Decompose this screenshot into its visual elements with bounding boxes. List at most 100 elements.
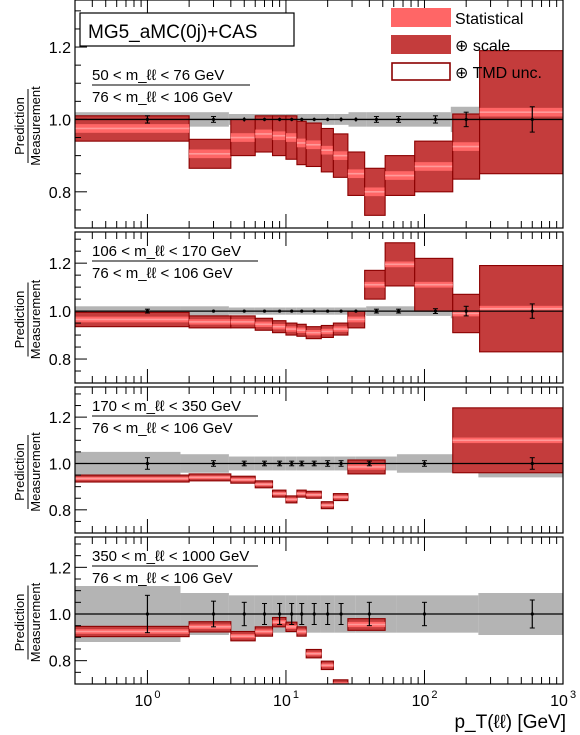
panels: 0.8 1.0 1.2 50 < m_ℓℓ < 76 GeV 76 < m_ℓℓ < 1… xyxy=(12,0,576,710)
plot-area xyxy=(75,242,563,353)
panel-label-denominator: 76 < m_ℓℓ < 106 GeV xyxy=(92,420,233,437)
measurement-point xyxy=(300,117,304,122)
measurement-point xyxy=(354,117,358,122)
plot-area xyxy=(75,586,563,684)
y-tick-label: 0.8 xyxy=(49,352,71,369)
panel-label-numerator: 106 < m_ℓℓ < 170 GeV xyxy=(92,243,241,260)
panel-label-denominator: 76 < m_ℓℓ < 106 GeV xyxy=(92,89,233,106)
statistical-band xyxy=(333,682,348,684)
x-tick-label: 10 xyxy=(135,693,153,710)
measurement-point xyxy=(339,612,343,616)
plot-area xyxy=(75,407,563,510)
y-tick-label: 0.8 xyxy=(49,654,71,671)
x-tick-label-exponent: 0 xyxy=(154,689,160,701)
measurement-point xyxy=(312,309,316,313)
measurement-point xyxy=(530,461,534,466)
measurement-point xyxy=(300,309,304,313)
measurement-point xyxy=(464,309,468,313)
panel-frame xyxy=(74,536,564,685)
x-tick-label-exponent: 3 xyxy=(570,689,576,701)
measurement-point xyxy=(242,309,246,313)
measurement-point xyxy=(242,612,246,616)
y-tick-label: 1.2 xyxy=(49,410,71,427)
y-tick-label: 1.2 xyxy=(49,560,71,577)
measurement-point xyxy=(367,461,371,466)
measurement-point xyxy=(290,117,294,122)
measurement-point xyxy=(145,117,150,122)
measurement-point xyxy=(530,117,534,122)
y-axis-label-top: Prediction xyxy=(12,291,27,349)
measurement-point xyxy=(312,117,316,122)
legend-scale-swatch xyxy=(391,35,451,54)
y-tick-label: 1.0 xyxy=(49,456,71,473)
measurement-point xyxy=(278,309,282,313)
measurement-point xyxy=(211,612,216,616)
measurement-point xyxy=(433,309,438,313)
measurement-point xyxy=(326,461,330,466)
y-axis-label-bottom: Measurement xyxy=(28,279,43,359)
measurement-point xyxy=(326,612,330,616)
panel-frame xyxy=(74,231,564,384)
y-axis-label-bottom: Measurement xyxy=(28,582,43,662)
measurement-point xyxy=(290,461,294,466)
measurement-point xyxy=(262,309,267,313)
x-tick-label: 10 xyxy=(550,693,568,710)
measurement-point xyxy=(422,612,427,616)
measurement-point xyxy=(262,461,267,466)
measurement-point xyxy=(374,117,379,122)
panel-1: 0.8 1.0 1.2 50 < m_ℓℓ < 76 GeV 76 < m_ℓℓ < 1… xyxy=(12,0,564,229)
measurement-point xyxy=(145,461,150,466)
panel-4: 0.8 1.0 1.2 350 < m_ℓℓ < 1000 GeV 76 < m_ℓℓ … xyxy=(12,536,576,710)
panel-frame xyxy=(74,0,564,229)
y-tick-label: 1.0 xyxy=(49,304,71,321)
measurement-point xyxy=(262,612,267,616)
y-tick-label: 1.2 xyxy=(49,40,71,57)
y-axis-label: Prediction Measurement xyxy=(12,432,43,512)
plot-area xyxy=(75,50,563,216)
x-tick-label: 10 xyxy=(273,693,291,710)
legend-statistical-swatch xyxy=(391,8,451,27)
measurement-point xyxy=(530,309,534,313)
measurement-point xyxy=(433,117,438,122)
measurement-point xyxy=(312,461,316,466)
legend-statistical-label: Statistical xyxy=(455,11,523,28)
y-axis-label-top: Prediction xyxy=(12,97,27,155)
x-tick-label-exponent: 1 xyxy=(293,689,299,701)
y-axis-label: Prediction Measurement xyxy=(12,86,43,166)
y-tick-label: 1.2 xyxy=(49,256,71,273)
measurement-point xyxy=(242,461,246,466)
y-tick-label: 1.0 xyxy=(49,112,71,129)
y-axis-label: Prediction Measurement xyxy=(12,279,43,359)
legend-tmd-swatch xyxy=(391,62,451,81)
measurement-point xyxy=(422,461,427,466)
panel-frame xyxy=(74,386,564,534)
panel-2: 0.8 1.0 1.2 106 < m_ℓℓ < 170 GeV 76 < m_ℓℓ <… xyxy=(12,231,564,384)
measurement-point xyxy=(312,612,316,616)
measurement-point xyxy=(290,309,294,313)
y-axis-label-bottom: Measurement xyxy=(28,432,43,512)
measurement-point xyxy=(530,612,534,616)
measurement-point xyxy=(339,117,343,122)
legend-tmd-label: ⊕ TMD unc. xyxy=(455,65,542,82)
measurement-point xyxy=(374,309,379,313)
measurement-point xyxy=(145,309,150,313)
x-tick-label-exponent: 2 xyxy=(431,689,437,701)
measurement-point xyxy=(278,461,282,466)
panel-label-numerator: 170 < m_ℓℓ < 350 GeV xyxy=(92,398,241,415)
measurement-point xyxy=(339,461,343,466)
measurement-point xyxy=(396,117,401,122)
measurement-point xyxy=(367,612,371,616)
measurement-point xyxy=(278,117,282,122)
y-tick-label: 0.8 xyxy=(49,185,71,202)
legend: Statistical ⊕ scale ⊕ TMD unc. xyxy=(391,8,542,82)
measurement-point xyxy=(326,309,330,313)
panel-label-numerator: 350 < m_ℓℓ < 1000 GeV xyxy=(92,548,249,565)
measurement-point xyxy=(339,309,343,313)
panel-label-denominator: 76 < m_ℓℓ < 106 GeV xyxy=(92,570,233,587)
measurement-point xyxy=(242,117,246,122)
y-tick-label: 0.8 xyxy=(49,503,71,520)
y-tick-label: 1.0 xyxy=(49,607,71,624)
generator-text: MG5_aMC(0j)+CAS xyxy=(88,22,257,43)
x-tick-label: 10 xyxy=(412,693,430,710)
